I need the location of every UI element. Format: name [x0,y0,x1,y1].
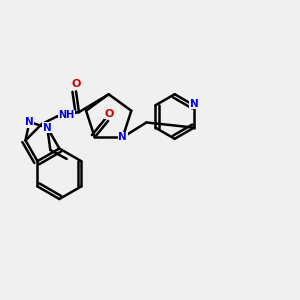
Text: O: O [105,109,114,118]
Text: O: O [71,79,81,89]
Text: N: N [25,117,34,127]
Text: NH: NH [58,110,74,120]
Text: N: N [118,132,127,142]
Text: N: N [190,99,198,109]
Text: N: N [43,123,52,133]
